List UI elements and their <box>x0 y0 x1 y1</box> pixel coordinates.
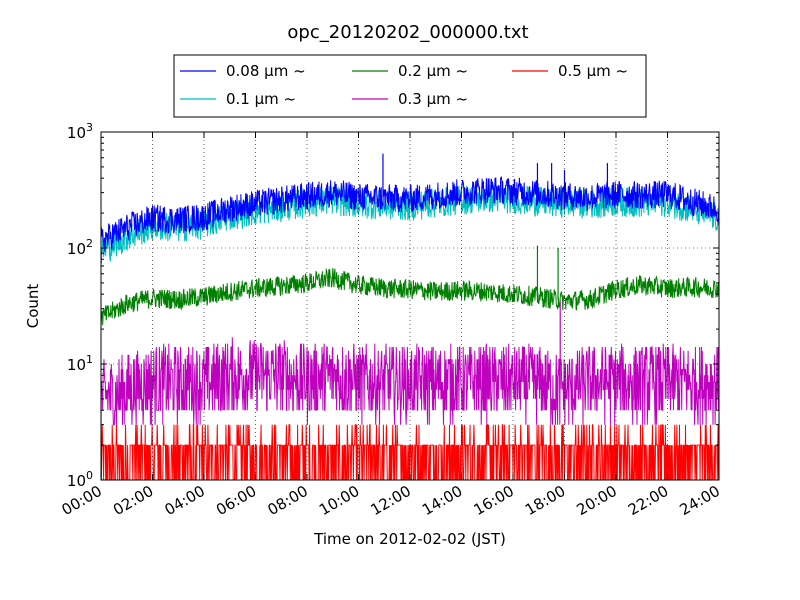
series-008 <box>101 176 719 252</box>
x-tick-label: 18:00 <box>522 482 568 519</box>
y-tick-label: 100 <box>67 469 93 490</box>
x-tick-label: 08:00 <box>265 482 311 519</box>
legend-label: 0.3 μm ~ <box>398 90 468 108</box>
y-tick-base: 10 <box>67 240 86 258</box>
series-05 <box>101 424 719 480</box>
series-line-03 <box>101 337 719 426</box>
series-03 <box>101 337 719 426</box>
y-tick-label: 101 <box>67 353 93 374</box>
x-tick-label: 22:00 <box>625 482 671 519</box>
legend-label: 0.1 μm ~ <box>226 90 296 108</box>
y-tick-exponent: 1 <box>86 353 93 366</box>
x-axis-label: Time on 2012-02-02 (JST) <box>313 530 506 548</box>
y-tick-exponent: 3 <box>86 121 93 134</box>
legend: 0.08 μm ~ 0.1 μm ~ 0.2 μm ~ 0.3 μm ~ 0.5 μm … <box>173 54 647 118</box>
x-tick-label: 02:00 <box>110 482 156 519</box>
y-tick-label: 102 <box>67 237 93 258</box>
x-tick-label: 16:00 <box>471 482 517 519</box>
y-tick-base: 10 <box>67 124 86 142</box>
plot-area <box>101 153 719 480</box>
y-tick-base: 10 <box>67 356 86 374</box>
y-tick-exponent: 2 <box>86 237 93 250</box>
y-axis-label: Count <box>24 284 42 329</box>
series-line-008 <box>101 176 719 252</box>
legend-entry: 0.1 μm ~ <box>180 90 296 108</box>
legend-box <box>173 54 647 118</box>
legend-label: 0.5 μm ~ <box>558 62 628 80</box>
legend-entry: 0.08 μm ~ <box>180 62 306 80</box>
x-tick-label: 10:00 <box>316 482 362 519</box>
legend-label: 0.2 μm ~ <box>398 62 468 80</box>
x-tick-label: 14:00 <box>419 482 465 519</box>
y-tick-label: 103 <box>67 121 93 142</box>
chart-title: opc_20120202_000000.txt <box>287 22 528 43</box>
series-line-05 <box>101 424 719 480</box>
y-tick-exponent: 0 <box>86 469 93 482</box>
x-tick-label: 04:00 <box>162 482 208 519</box>
legend-entry: 0.2 μm ~ <box>352 62 468 80</box>
grid <box>101 132 719 480</box>
x-tick-label: 06:00 <box>213 482 259 519</box>
x-tick-label: 12:00 <box>368 482 414 519</box>
legend-label: 0.08 μm ~ <box>226 62 306 80</box>
y-tick-base: 10 <box>67 472 86 490</box>
x-tick-label: 24:00 <box>677 482 723 519</box>
legend-entry: 0.3 μm ~ <box>352 90 468 108</box>
legend-entry: 0.5 μm ~ <box>512 62 628 80</box>
x-tick-label: 20:00 <box>574 482 620 519</box>
